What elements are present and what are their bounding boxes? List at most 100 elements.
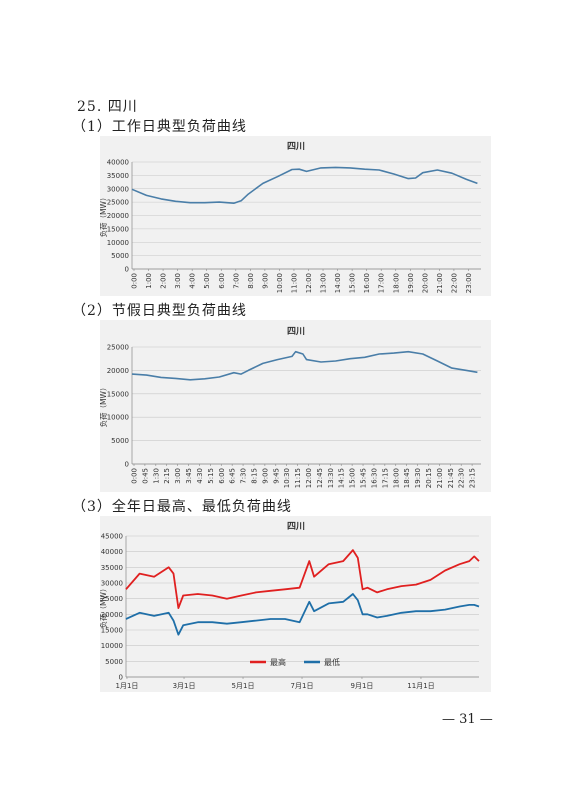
annual-chart-ytick-label: 25000 [101,595,123,603]
holiday-chart-xtick-label: 21:45 [447,468,455,488]
holiday-chart-series-line-0 [131,350,478,381]
workday-chart-xtick-label: 19:00 [407,273,415,293]
annual-chart-legend-label: 最低 [324,657,340,667]
chart-holiday: 四川 0 5000 10000 15000 20000 25000 负荷（MW） 0:00 0:4… [100,320,491,492]
section-number: 25. [77,99,103,115]
section-heading: 25. 四川 [77,96,138,116]
workday-chart-ytick-label: 30000 [107,185,129,193]
holiday-chart-xtick-label: 16:30 [370,468,378,488]
holiday-chart-xtick-label: 23:15 [469,468,477,488]
workday-chart-xtick-label: 12:00 [305,273,313,293]
workday-chart-xtick-label: 18:00 [392,273,400,293]
holiday-chart-ytick-label: 20000 [107,367,129,375]
holiday-chart-xtick-label: 18:45 [403,468,411,488]
holiday-chart-xtick-label: 7:30 [240,468,248,484]
holiday-chart-xtick-label: 2:15 [163,468,171,484]
annual-chart-legend-label: 最高 [270,657,286,667]
holiday-chart-xtick-label: 5:15 [207,468,215,484]
holiday-chart-xtick-label: 3:45 [185,468,193,484]
workday-chart-xtick-label: 23:00 [465,273,473,293]
annual-chart-xtick-label: 3月1日 [173,682,196,690]
holiday-chart-xtick-label: 6:00 [218,468,226,484]
section-name: 四川 [107,99,138,115]
workday-chart-xtick-label: 11:00 [290,273,298,293]
workday-chart-xtick-label: 6:00 [218,273,226,289]
holiday-chart-xtick-label: 0:45 [141,468,149,484]
annual-chart-series-line-最低 [125,593,480,636]
chart-workday-svg: 四川 0 5000 10000 15000 20000 25000 30000 35000 400… [100,141,481,293]
workday-chart-ytick-label: 5000 [111,252,129,260]
workday-chart-xtick-label: 0:00 [131,273,139,289]
workday-chart-xtick-label: 15:00 [349,273,357,293]
annual-chart-xtick-label: 5月1日 [232,682,255,690]
holiday-chart-xtick-label: 12:00 [305,468,313,488]
workday-chart-ytick-label: 0 [125,266,129,274]
workday-chart-xtick-label: 22:00 [450,273,458,293]
workday-chart-ytick-label: 35000 [107,172,129,180]
holiday-chart-ytick-label: 25000 [107,344,129,352]
annual-chart-ytick-label: 35000 [101,564,123,572]
annual-chart-ytick-label: 5000 [105,658,123,666]
holiday-chart-xtick-label: 18:00 [392,468,400,488]
annual-chart-ytick-label: 40000 [101,548,123,556]
holiday-chart-xtick-label: 19:30 [414,468,422,488]
annual-chart-xtick-label: 1月1日 [116,682,139,690]
page-number: — 31 — [442,712,493,727]
holiday-chart-xtick-label: 1:30 [152,468,160,484]
workday-chart-xtick-label: 13:00 [320,273,328,293]
holiday-chart-ytick-label: 15000 [107,390,129,398]
workday-chart-xtick-label: 16:00 [363,273,371,293]
annual-chart-ytick-label: 45000 [101,533,123,541]
chart-annual-svg: 四川 0 5000 10000 15000 20000 25000 30000 35000 400… [100,521,480,690]
holiday-chart-xtick-label: 21:00 [436,468,444,488]
workday-chart-ytick-label: 25000 [107,199,129,207]
workday-chart-xtick-label: 7:00 [232,273,240,289]
workday-chart-ytick-label: 20000 [107,212,129,220]
chart-holiday-svg: 四川 0 5000 10000 15000 20000 25000 负荷（MW） 0:00 0:4… [100,326,481,488]
holiday-chart-xtick-label: 15:00 [349,468,357,488]
holiday-chart-xtick-label: 6:45 [229,468,237,484]
holiday-chart-xtick-label: 12:45 [316,468,324,488]
holiday-chart-xtick-label: 9:00 [261,468,269,484]
workday-chart-xtick-label: 4:00 [189,273,197,289]
workday-chart-xtick-label: 5:00 [203,273,211,289]
holiday-chart-ylabel: 负荷（MW） [100,384,108,428]
workday-chart-ylabel: 负荷（MW） [100,194,108,238]
workday-chart-xtick-label: 14:00 [334,273,342,293]
workday-chart-series-line-0 [131,166,478,204]
holiday-chart-xtick-label: 0:00 [131,468,139,484]
holiday-chart-xtick-label: 3:00 [174,468,182,484]
workday-chart-ytick-label: 10000 [107,239,129,247]
holiday-chart-xtick-label: 14:15 [338,468,346,488]
workday-chart-xtick-label: 8:00 [247,273,255,289]
holiday-chart-xtick-label: 4:30 [196,468,204,484]
annual-chart-xtick-label: 11月1日 [407,682,434,690]
annual-chart-ytick-label: 10000 [101,642,123,650]
workday-chart-title: 四川 [287,141,305,152]
workday-chart-xtick-label: 21:00 [436,273,444,293]
chart-annual: 四川 0 5000 10000 15000 20000 25000 30000 35000 400… [100,516,491,692]
holiday-chart-xtick-label: 11:15 [294,468,302,488]
annual-chart-ytick-label: 30000 [101,580,123,588]
annual-chart-ytick-label: 15000 [101,627,123,635]
holiday-chart-xtick-label: 15:45 [360,468,368,488]
annual-chart-xtick-label: 7月1日 [291,682,314,690]
annual-chart-series-line-最高 [125,549,480,609]
workday-chart-ytick-label: 15000 [107,225,129,233]
workday-chart-xtick-label: 17:00 [378,273,386,293]
holiday-chart-xtick-label: 13:30 [327,468,335,488]
workday-chart-ytick-label: 40000 [107,159,129,167]
holiday-chart-ytick-label: 5000 [111,437,129,445]
workday-chart-xtick-label: 1:00 [145,273,153,289]
workday-chart-xtick-label: 20:00 [421,273,429,293]
subheading-workday: （1）工作日典型负荷曲线 [72,119,247,135]
workday-chart-xtick-label: 9:00 [261,273,269,289]
chart-workday: 四川 0 5000 10000 15000 20000 25000 30000 35000 400… [100,136,491,296]
annual-chart-ytick-label: 0 [119,674,123,682]
subheading-annual: （3）全年日最高、最低负荷曲线 [72,499,292,515]
holiday-chart-xtick-label: 22:30 [458,468,466,488]
holiday-chart-ytick-label: 0 [125,461,129,469]
holiday-chart-xtick-label: 17:15 [381,468,389,488]
holiday-chart-title: 四川 [287,326,305,337]
holiday-chart-xtick-label: 9:45 [272,468,280,484]
